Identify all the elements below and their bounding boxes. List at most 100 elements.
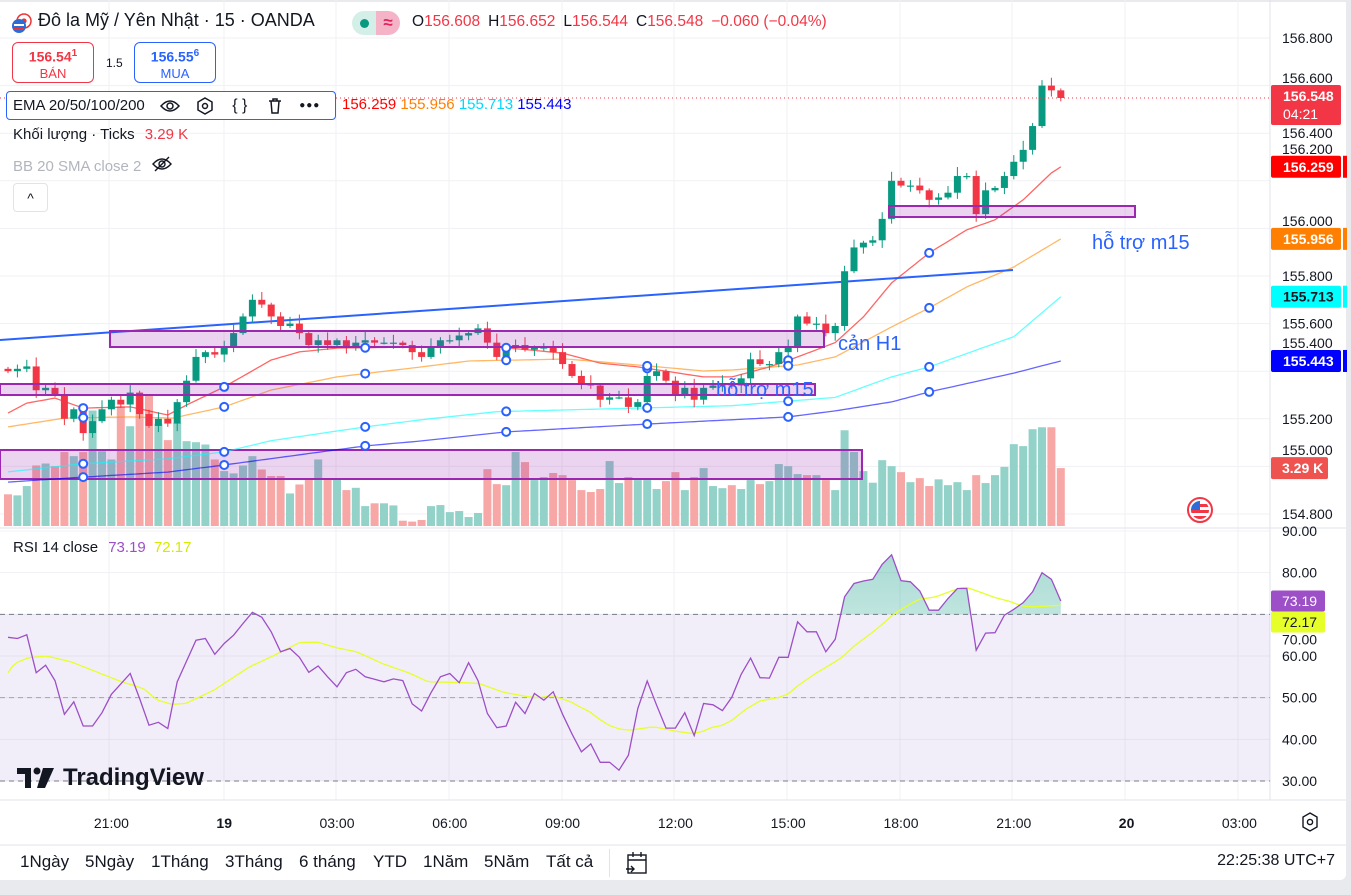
ema-line-3	[7, 296, 1062, 473]
ema-anchor-handle[interactable]	[783, 396, 794, 407]
range-6m[interactable]: 6 tháng	[299, 852, 356, 871]
volume-bar	[699, 468, 708, 526]
range-all[interactable]: Tất cả	[546, 852, 594, 871]
ema-anchor-handle[interactable]	[924, 386, 935, 397]
ema-anchor-handle[interactable]	[219, 381, 230, 392]
rsi-badge-value: 72.17	[1282, 614, 1317, 630]
market-status-pill[interactable]: ≈	[352, 11, 400, 35]
price-badge: 156.548 04:21	[1271, 84, 1341, 125]
ema-anchor-handle[interactable]	[219, 446, 230, 457]
approx-icon: ≈	[376, 11, 400, 35]
candle-body	[756, 359, 764, 365]
ema-anchor-handle[interactable]	[783, 411, 794, 422]
range-1y[interactable]: 1Năm	[423, 852, 469, 871]
candle-body	[596, 385, 604, 400]
more-icon[interactable]: ●●●	[299, 100, 321, 111]
volume-bar	[991, 475, 999, 526]
ema-anchor-handle[interactable]	[924, 247, 935, 258]
sell-button[interactable]: 156.541 BÁN	[12, 42, 94, 83]
candle-body	[70, 409, 78, 419]
ema-anchor-handle[interactable]	[360, 368, 371, 379]
ema-anchor-handle[interactable]	[642, 419, 653, 430]
symbol-title[interactable]: Đô la Mỹ / Yên Nhật · 15 · OANDA	[38, 10, 315, 30]
trend-line[interactable]	[0, 269, 1014, 341]
volume-bar	[633, 480, 642, 526]
range-divider	[609, 849, 610, 877]
ema-anchor-handle[interactable]	[924, 361, 935, 372]
collapse-legend-button[interactable]: ^	[13, 183, 48, 212]
candle	[89, 414, 97, 438]
ema-anchor-handle[interactable]	[501, 426, 512, 437]
candle-body	[653, 371, 661, 376]
ema-anchor-handle[interactable]	[78, 472, 89, 483]
ema-anchor-handle[interactable]	[78, 403, 89, 414]
ema-anchor-handle[interactable]	[501, 342, 512, 353]
support-zone-rect[interactable]	[888, 205, 1136, 218]
ema-legend-row[interactable]: EMA 20/50/100/200 { } ●●●	[6, 91, 336, 120]
ema-anchor-handle[interactable]	[642, 402, 653, 413]
annotation-support-m15[interactable]: hỗ trợ m15	[716, 378, 814, 401]
candle	[333, 338, 341, 347]
ema-anchor-handle[interactable]	[219, 459, 230, 470]
candle-body	[1038, 85, 1046, 127]
calendar-goto-icon[interactable]	[625, 850, 649, 881]
ema-anchor-handle[interactable]	[924, 302, 935, 313]
volume-bar	[98, 451, 106, 526]
resistance-zone-rect[interactable]	[109, 330, 825, 348]
clock-timezone[interactable]: 22:25:38 UTC+7	[1217, 852, 1335, 869]
ema-anchor-handle[interactable]	[360, 342, 371, 353]
buy-button[interactable]: 156.556 MUA	[134, 42, 216, 83]
candle-body	[831, 325, 839, 334]
volume-bar	[887, 466, 896, 526]
range-1d[interactable]: 1Ngày	[20, 852, 70, 871]
ema-anchor-handle[interactable]	[360, 421, 371, 432]
ema-anchor-handle[interactable]	[501, 406, 512, 417]
range-5y[interactable]: 5Năm	[484, 852, 530, 871]
time-axis-label: 18:00	[883, 815, 918, 831]
support-zone-rect[interactable]	[0, 383, 816, 396]
rsi-legend-row[interactable]: RSI 14 close 73.19 72.17	[13, 539, 191, 556]
eye-icon[interactable]	[159, 95, 181, 117]
candle-body	[51, 387, 59, 395]
volume-legend-row[interactable]: Khối lượng · Ticks 3.29 K	[13, 126, 188, 143]
rsi-value: 73.19	[108, 539, 146, 556]
annotation-support-m15[interactable]: hỗ trợ m15	[1092, 231, 1190, 254]
ema-line-4	[7, 360, 1061, 483]
trash-icon[interactable]	[264, 95, 286, 117]
candle	[653, 363, 661, 381]
source-code-icon[interactable]: { }	[232, 96, 248, 114]
annotation-resistance-h1[interactable]: cản H1	[838, 333, 901, 355]
volume-bar	[586, 492, 595, 526]
volume-bar	[850, 451, 858, 526]
ema-anchor-handle[interactable]	[219, 401, 230, 412]
volume-bar	[539, 477, 548, 526]
buy-price-pip: 6	[193, 48, 200, 59]
candle	[201, 350, 209, 364]
candle-body	[352, 342, 360, 348]
range-3m[interactable]: 3Tháng	[225, 852, 283, 871]
candle-body	[23, 366, 31, 369]
ema-anchor-handle[interactable]	[78, 458, 89, 469]
settings-icon[interactable]	[194, 95, 216, 117]
range-1m[interactable]: 1Tháng	[151, 852, 209, 871]
close-value: 156.548	[647, 13, 704, 30]
ema-anchor-handle[interactable]	[501, 355, 512, 366]
volume-bar	[934, 479, 943, 526]
candle	[446, 334, 454, 344]
volume-bar	[718, 488, 727, 526]
usd-flag-event-icon[interactable]	[1186, 496, 1214, 529]
range-ytd[interactable]: YTD	[373, 852, 407, 871]
price-badge: 155.956	[1271, 227, 1347, 250]
ema-anchor-handle[interactable]	[642, 360, 653, 371]
volume-bar	[4, 494, 12, 526]
range-5d[interactable]: 5Ngày	[85, 852, 135, 871]
bb-legend-row[interactable]: BB 20 SMA close 2	[13, 156, 173, 176]
ema-anchor-handle[interactable]	[783, 360, 794, 371]
axis-settings-gear-icon[interactable]	[1300, 812, 1320, 837]
eye-hidden-icon[interactable]	[151, 156, 173, 176]
tradingview-logo[interactable]: TradingView	[17, 764, 204, 792]
ema-anchor-handle[interactable]	[78, 412, 89, 423]
ema-anchor-handle[interactable]	[360, 440, 371, 451]
candle	[145, 409, 153, 428]
